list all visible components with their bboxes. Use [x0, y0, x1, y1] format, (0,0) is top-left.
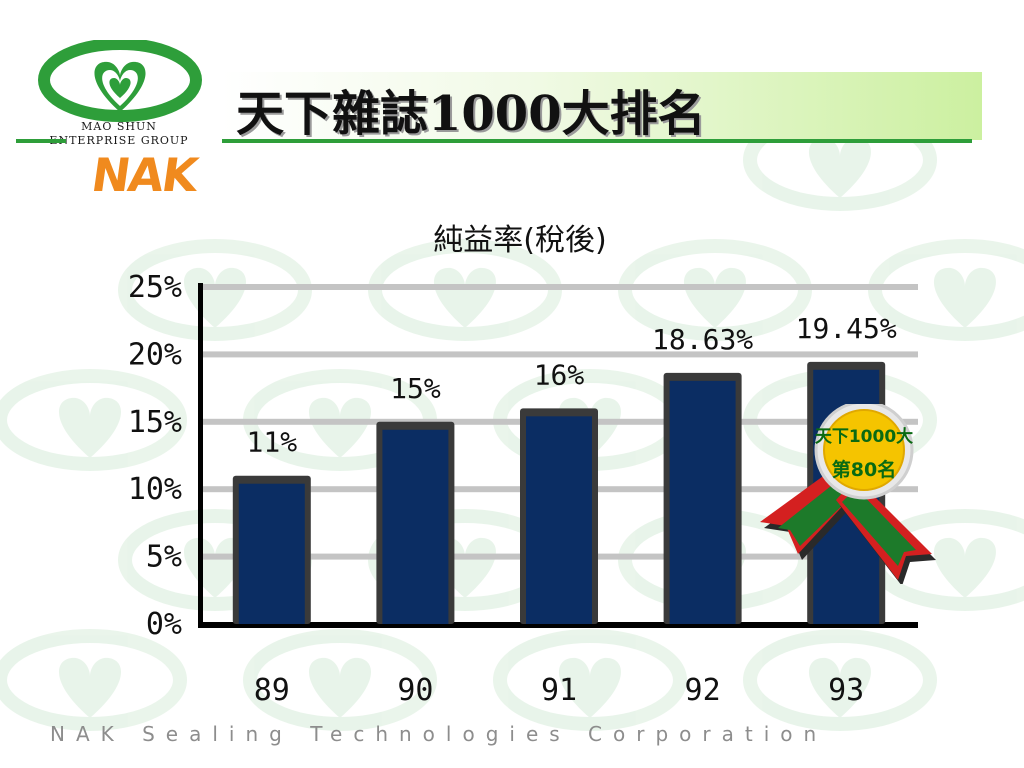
y-tick-label: 5% — [146, 540, 182, 575]
award-medal-icon: 天下1000大 第80名 — [760, 404, 936, 584]
bar-value-label: 15% — [390, 372, 441, 405]
watermark-emblem-icon — [0, 629, 187, 731]
x-tick-label: 89 — [254, 673, 290, 708]
title-bar — [222, 72, 982, 140]
y-tick-label: 20% — [128, 337, 182, 372]
logo-emblem-icon — [38, 38, 202, 122]
watermark-emblem-icon — [0, 369, 187, 471]
x-tick-label: 92 — [685, 673, 721, 708]
bar — [382, 429, 449, 624]
bar — [238, 483, 305, 624]
y-axis-line — [198, 283, 203, 628]
title-underline — [222, 139, 972, 143]
x-tick-label: 91 — [541, 673, 577, 708]
slide-title: 天下雜誌1000大排名 — [236, 86, 706, 142]
logo-text-maoshun: MAO SHUN — [81, 120, 157, 133]
watermark-emblem-icon — [243, 629, 437, 731]
bar-value-label: 16% — [534, 358, 585, 391]
x-tick-label: 93 — [828, 673, 864, 708]
y-tick-label: 0% — [146, 607, 182, 642]
y-tick-label: 10% — [128, 472, 182, 507]
footer-company-name: NAK Sealing Technologies Corporation — [50, 722, 828, 746]
logo-underline — [16, 139, 66, 143]
bar-value-label: 18.63% — [652, 323, 753, 356]
bar-value-label: 19.45% — [796, 312, 897, 345]
medal-text-line2: 第80名 — [832, 458, 896, 481]
chart-title: 純益率(稅後) — [433, 223, 606, 258]
bar-value-label: 11% — [247, 426, 298, 459]
bar — [526, 416, 592, 624]
watermark-emblem-icon — [493, 629, 687, 731]
x-axis-line — [198, 622, 918, 628]
gridline — [200, 351, 918, 358]
medal-text-line1: 天下1000大 — [815, 426, 913, 447]
bar — [669, 380, 736, 624]
logo-text-enterprise-group: ENTERPRISE GROUP — [49, 134, 189, 147]
watermark-emblem-icon — [743, 629, 937, 731]
y-tick-label: 25% — [128, 270, 182, 305]
y-tick-label: 15% — [128, 405, 182, 440]
company-logo: MAO SHUN ENTERPRISE GROUP NAK — [14, 38, 224, 210]
x-tick-label: 90 — [397, 673, 433, 708]
gridline — [200, 284, 918, 290]
